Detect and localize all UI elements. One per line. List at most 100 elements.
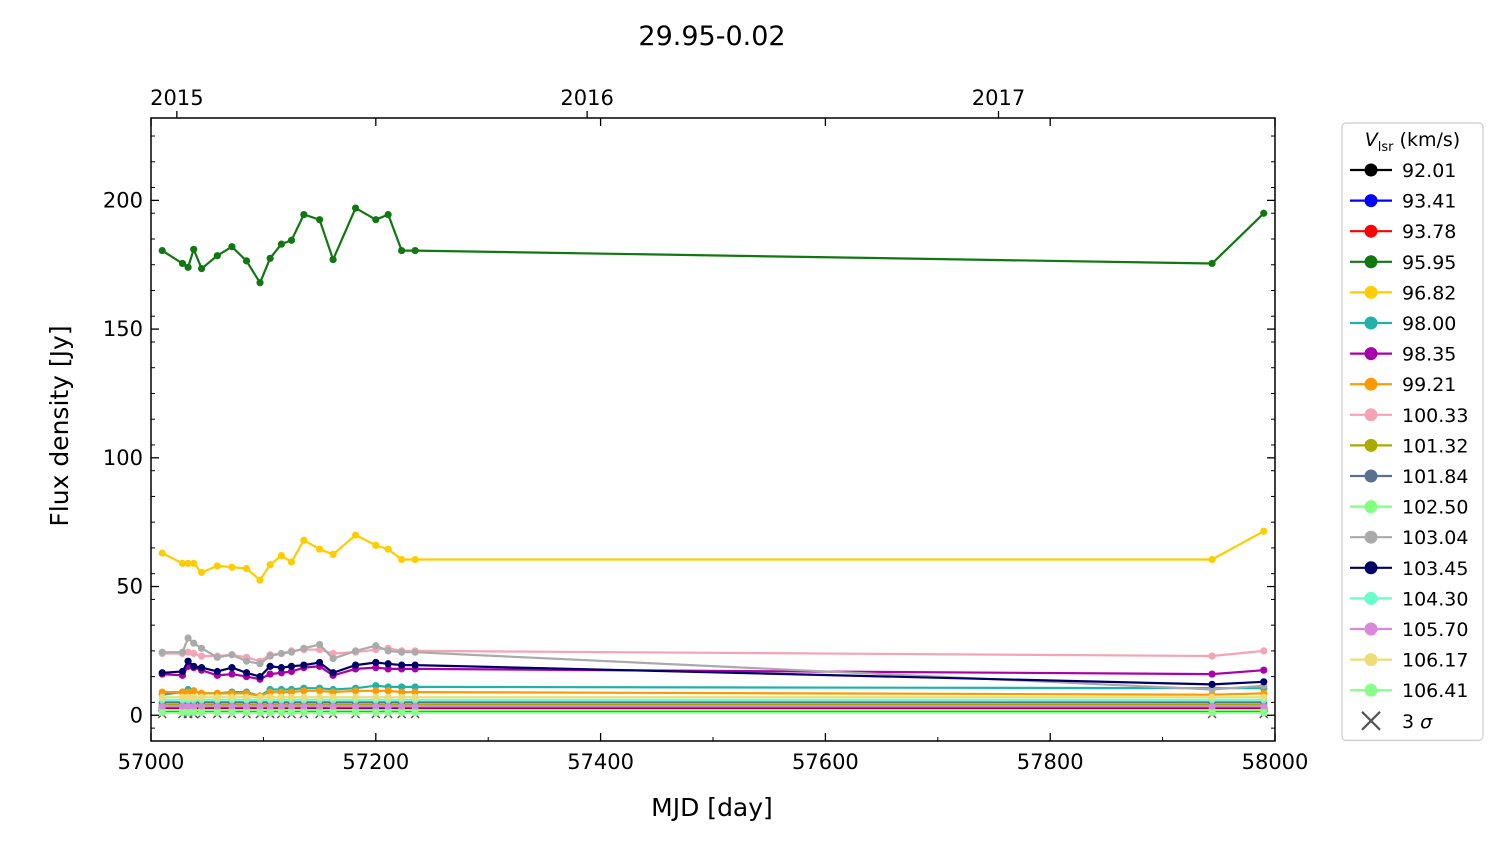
data-point	[277, 552, 285, 560]
data-point	[372, 642, 380, 650]
legend-swatch-marker	[1364, 255, 1378, 269]
legend-swatch-marker	[1364, 316, 1378, 330]
data-point	[197, 652, 206, 660]
y-tick-label: 50	[116, 575, 143, 599]
data-point	[184, 634, 192, 642]
data-point	[316, 658, 324, 667]
data-point	[316, 545, 324, 553]
x-tick-label: 57400	[567, 750, 634, 774]
legend-swatch-marker	[1364, 622, 1378, 636]
data-point	[411, 693, 419, 701]
legend-swatch-marker	[1364, 163, 1378, 177]
data-point	[372, 693, 380, 701]
data-point	[329, 669, 337, 677]
data-point	[158, 669, 166, 677]
data-point	[197, 568, 206, 576]
data-point	[184, 648, 192, 656]
data-point	[1260, 527, 1268, 535]
data-point	[256, 576, 264, 584]
data-point	[266, 561, 274, 569]
series-106.41	[158, 709, 1268, 717]
data-point	[266, 670, 274, 678]
data-point	[178, 688, 187, 696]
data-point	[190, 649, 198, 658]
data-point	[411, 246, 419, 255]
year-tick-label: 2017	[972, 86, 1025, 110]
data-point	[197, 693, 206, 701]
series-line	[162, 665, 1264, 681]
data-point	[287, 662, 296, 670]
year-tick-label: 2015	[150, 86, 203, 110]
legend-entry: 100.33	[1350, 405, 1468, 427]
legend-swatch-marker	[1364, 469, 1378, 483]
data-point	[184, 559, 192, 567]
data-point	[398, 702, 406, 710]
data-point	[411, 702, 419, 710]
data-point	[329, 688, 337, 696]
data-point	[242, 564, 251, 573]
data-point	[316, 693, 324, 701]
data-point	[411, 683, 419, 691]
data-point	[411, 688, 419, 696]
legend-entry: 101.32	[1350, 435, 1468, 457]
data-point	[277, 240, 285, 248]
data-point	[197, 702, 206, 710]
data-point	[197, 709, 206, 717]
data-point	[372, 664, 380, 672]
legend-label: 100.33	[1402, 405, 1468, 427]
x-tick-label: 57800	[1017, 750, 1084, 774]
data-point	[178, 259, 187, 268]
legend: Vlsr (km/s) 92.01 93.41 93.78 95.95 96.82 98.0…	[1341, 122, 1484, 742]
data-point	[329, 693, 337, 701]
y-tick-label: 0	[130, 703, 143, 727]
legend-label: 3 σ	[1402, 711, 1433, 733]
data-point	[197, 644, 206, 652]
legend-box	[1341, 122, 1484, 742]
series-line	[161, 206, 1265, 286]
data-point	[1260, 209, 1268, 217]
data-point	[372, 709, 380, 717]
data-point	[287, 688, 296, 696]
data-point	[300, 661, 308, 669]
legend-label: 101.84	[1402, 466, 1468, 488]
data-point	[398, 661, 406, 669]
data-point	[329, 702, 337, 710]
data-point	[329, 550, 337, 558]
data-point	[190, 559, 198, 567]
legend-label: 92.01	[1402, 160, 1456, 182]
chart-title: 29.95-0.02	[638, 21, 785, 52]
data-point	[266, 662, 274, 670]
data-point	[372, 658, 380, 667]
data-point	[228, 651, 236, 659]
data-point	[228, 693, 236, 701]
x-tick-label: 57600	[792, 750, 859, 774]
data-point	[1260, 666, 1268, 674]
data-point	[384, 687, 392, 695]
data-point	[1260, 709, 1268, 717]
data-point	[228, 563, 236, 571]
data-point	[197, 265, 206, 273]
data-point	[266, 688, 274, 696]
data-point	[266, 652, 274, 660]
legend-entry: 102.50	[1350, 497, 1468, 519]
data-point	[158, 688, 166, 696]
data-point	[398, 246, 406, 255]
data-point	[184, 702, 192, 710]
data-point	[287, 648, 296, 656]
legend-label: 101.32	[1402, 435, 1468, 457]
data-point	[1208, 709, 1216, 717]
data-point	[242, 657, 251, 665]
data-point	[256, 279, 264, 287]
legend-entry-upper-limit: 3 σ	[1361, 711, 1433, 733]
plot-area	[157, 204, 1269, 719]
data-point	[184, 693, 192, 701]
legend-entry: 106.41	[1350, 680, 1468, 702]
data-point	[1208, 652, 1216, 660]
data-point	[329, 709, 337, 717]
data-point	[213, 709, 221, 717]
series-line	[162, 707, 1264, 711]
data-point	[351, 687, 360, 695]
legend-swatch-marker	[1364, 500, 1378, 514]
legend-entry: 98.35	[1350, 344, 1456, 366]
legend-label: 95.95	[1402, 252, 1456, 274]
